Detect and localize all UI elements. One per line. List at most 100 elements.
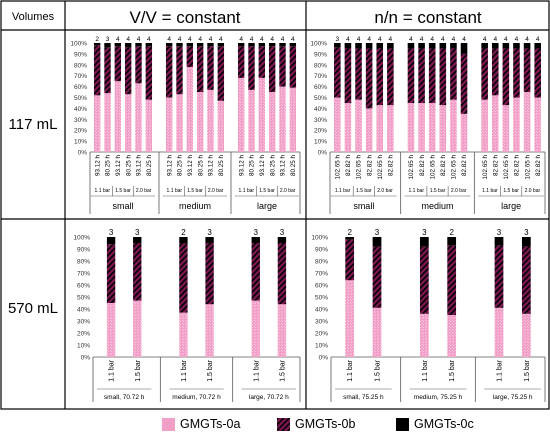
bar-count-label: 4 xyxy=(178,36,182,43)
y-tick-label: 10% xyxy=(77,343,90,350)
bar-segment-gmgts-0b xyxy=(355,48,362,100)
bar-time-label: 82.82 h xyxy=(514,155,521,177)
bar-segment-gmgts-0b xyxy=(428,48,436,103)
bar-pressure-label: 1.1 bar xyxy=(497,359,504,381)
bar-pressure-label: 1.1 bar xyxy=(181,359,188,381)
bar-segment-gmgts-0b xyxy=(439,48,447,106)
bar-segment-gmgts-0c xyxy=(277,237,287,243)
bar-segment-gmgts-0c xyxy=(237,43,245,47)
y-tick-label: 80% xyxy=(74,62,87,69)
chart-570ml-vv: 0% 10% 20% 30% 40% 50% 60% 70% 80% 90% 100% 3 1.1 ba… xyxy=(73,228,301,402)
bar-segment-gmgts-0c xyxy=(217,43,225,47)
bar-time-label: 80.25 h xyxy=(197,155,204,177)
bar-time-label: 93.12 h xyxy=(208,155,215,177)
legend-swatch-a xyxy=(162,417,175,431)
bar-segment-gmgts-0a xyxy=(133,300,142,357)
bar-segment-gmgts-0b xyxy=(251,243,260,301)
group-label: medium xyxy=(421,201,453,211)
bar-segment-gmgts-0b xyxy=(513,48,520,98)
bar-count-label: 4 xyxy=(462,36,466,43)
bar-count-label: 4 xyxy=(378,36,382,43)
y-tick-label: 30% xyxy=(74,117,87,124)
bar-segment-gmgts-0c xyxy=(521,237,531,247)
bar-segment-gmgts-0a xyxy=(376,105,384,152)
bar-count-label: 2 xyxy=(95,36,99,43)
bar-count-label: 4 xyxy=(536,36,540,43)
bar-segment-gmgts-0c xyxy=(365,43,373,49)
bar-segment-gmgts-0a xyxy=(114,81,122,152)
bar-segment-gmgts-0a xyxy=(521,313,531,357)
bar-count-label: 3 xyxy=(254,228,259,237)
bar-segment-gmgts-0a xyxy=(135,83,142,152)
bar-segment-gmgts-0b xyxy=(447,245,457,315)
pressure-label: 1.1 bar xyxy=(239,188,255,194)
bar-count-label: 4 xyxy=(291,36,295,43)
bar-segment-gmgts-0a xyxy=(387,105,394,152)
y-tick-label: 30% xyxy=(314,117,327,124)
bar-pressure-label: 1.1 bar xyxy=(109,359,116,381)
bar-count-label: 4 xyxy=(504,36,508,43)
bar-segment-gmgts-0b xyxy=(145,46,153,100)
bar-time-label: 102.65 h xyxy=(524,155,531,180)
bar-segment-gmgts-0c xyxy=(179,237,188,243)
bar-segment-gmgts-0a xyxy=(345,280,355,357)
bar-segment-gmgts-0a xyxy=(534,97,541,152)
pressure-label: 1.5 bar xyxy=(356,188,372,194)
bar-segment-gmgts-0b xyxy=(205,243,214,305)
y-tick-label: 20% xyxy=(77,331,90,338)
bar-count-label: 4 xyxy=(346,36,350,43)
bar-time-label: 93.12 h xyxy=(166,155,173,177)
bar-segment-gmgts-0b xyxy=(502,48,510,106)
bar-segment-gmgts-0c xyxy=(258,43,266,47)
bar-count-label: 4 xyxy=(441,36,445,43)
bar-segment-gmgts-0a xyxy=(176,94,183,152)
bar-time-label: 102.65 h xyxy=(451,155,458,180)
bar-time-label: 80.25 h xyxy=(249,155,256,177)
bar-segment-gmgts-0c xyxy=(133,237,142,243)
group-label: medium xyxy=(179,201,211,211)
bar-count-label: 4 xyxy=(250,36,254,43)
y-tick-label: 80% xyxy=(314,62,327,69)
bar-time-label: 80.25 h xyxy=(146,155,153,177)
group-label: medium, 75.25 h xyxy=(414,394,463,401)
legend-label-a: GMGTs-0a xyxy=(180,417,241,431)
bar-segment-gmgts-0b xyxy=(481,48,488,100)
bar-segment-gmgts-0c xyxy=(268,43,276,47)
bar-segment-gmgts-0a xyxy=(237,77,245,152)
bar-pressure-label: 1.5 bar xyxy=(449,359,456,381)
bar-segment-gmgts-0b xyxy=(124,47,132,95)
bar-segment-gmgts-0a xyxy=(372,307,382,357)
bar-time-label: 82.82 h xyxy=(440,155,447,177)
bar-segment-gmgts-0a xyxy=(407,102,415,152)
y-tick-label: 50% xyxy=(315,295,328,302)
bar-count-label: 3 xyxy=(106,36,110,43)
bar-segment-gmgts-0a xyxy=(106,303,116,357)
bar-segment-gmgts-0c xyxy=(135,43,142,47)
bar-count-label: 4 xyxy=(198,36,202,43)
legend-swatch-c xyxy=(396,417,409,431)
bar-segment-gmgts-0b xyxy=(114,46,122,82)
bar-segment-gmgts-0a xyxy=(124,94,132,152)
bar-time-label: 102.65 h xyxy=(408,155,415,180)
bar-segment-gmgts-0a xyxy=(179,312,188,357)
bar-count-label: 3 xyxy=(497,228,502,237)
chart-117ml-vv: 0% 10% 20% 30% 40% 50% 60% 70% 80% 90% 100% 2 93.12 … xyxy=(70,36,301,214)
y-tick-label: 0% xyxy=(81,355,91,362)
bar-count-label: 4 xyxy=(137,36,141,43)
bar-pressure-label: 1.5 bar xyxy=(135,359,142,381)
bar-segment-gmgts-0a xyxy=(491,95,499,152)
bar-count-label: 4 xyxy=(260,36,264,43)
bar-segment-gmgts-0b xyxy=(165,46,173,98)
y-tick-label: 80% xyxy=(77,259,90,266)
bar-pressure-label: 1.5 bar xyxy=(279,359,286,381)
legend-label-b: GMGTs-0b xyxy=(295,417,356,431)
bar-segment-gmgts-0c xyxy=(279,43,286,47)
bar-segment-gmgts-0c xyxy=(447,237,457,246)
bar-segment-gmgts-0b xyxy=(196,46,204,93)
bar-count-label: 3 xyxy=(135,228,140,237)
pressure-label: 1.5 bar xyxy=(259,188,275,194)
bar-segment-gmgts-0b xyxy=(450,48,457,100)
bar-segment-gmgts-0a xyxy=(104,93,111,152)
bar-segment-gmgts-0b xyxy=(491,48,499,96)
bar-segment-gmgts-0a xyxy=(279,86,286,152)
